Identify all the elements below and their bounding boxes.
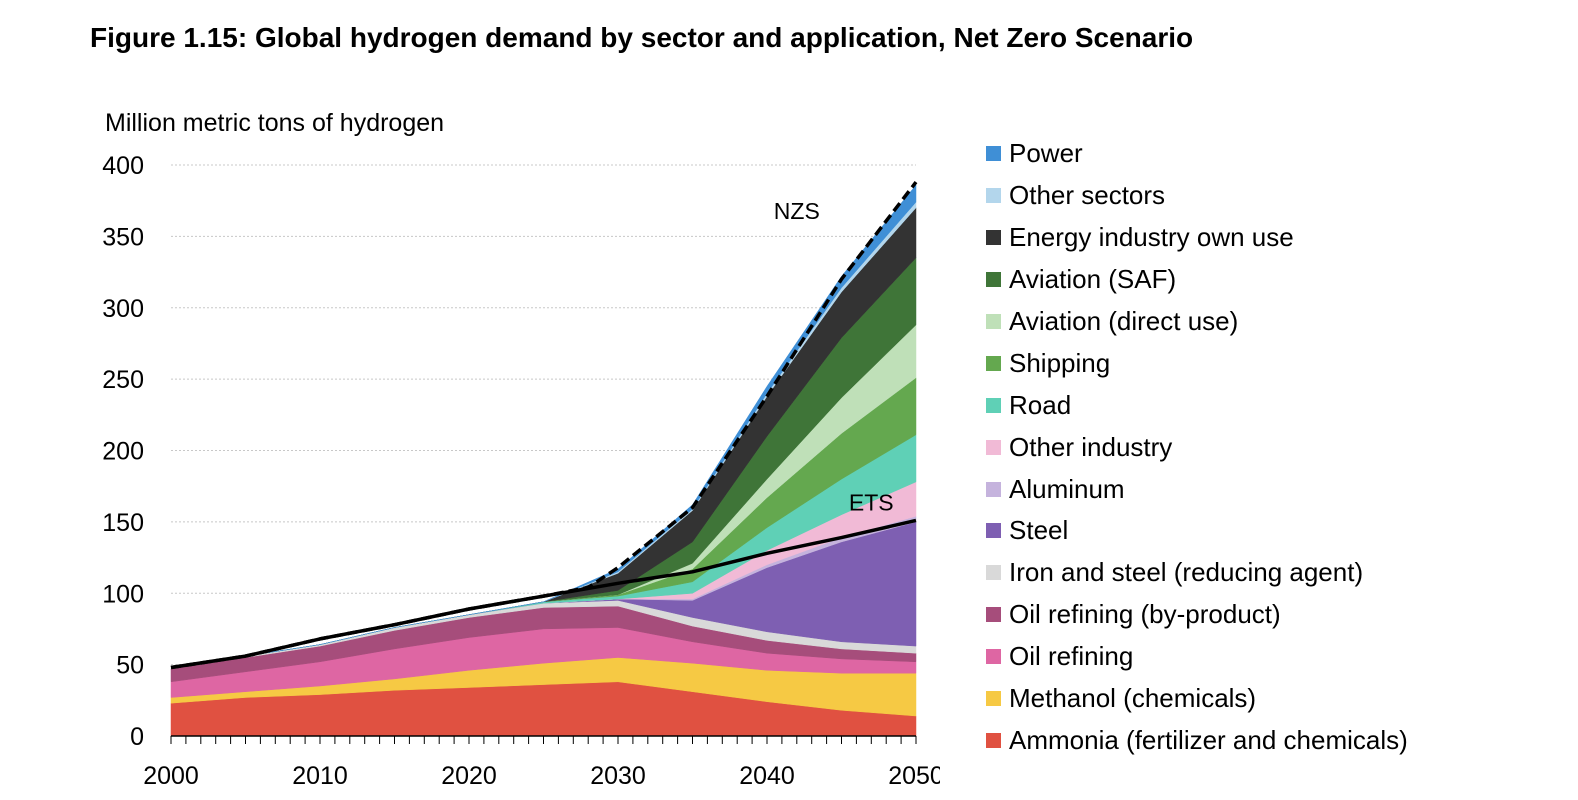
legend-item: Iron and steel (reducing agent) — [986, 552, 1408, 594]
legend-label: Aviation (direct use) — [1009, 306, 1239, 336]
legend-item: Aluminum — [986, 468, 1408, 510]
legend-swatch — [986, 732, 1001, 748]
legend-label: Oil refining (by-product) — [1009, 599, 1281, 630]
y-tick-label: 250 — [102, 366, 144, 394]
legend-item: Oil refining (by-product) — [986, 594, 1408, 636]
legend-label: Iron and steel (reducing agent) — [1009, 557, 1364, 588]
legend-item: Road — [986, 384, 1408, 426]
legend-swatch — [986, 272, 1001, 288]
legend: Power Other sectors Energy industry own us… — [986, 133, 1408, 761]
x-tick-label: 2010 — [292, 762, 348, 790]
annotation-nzs: NZS — [774, 198, 820, 224]
legend-label: Energy industry own use — [1009, 222, 1294, 253]
legend-swatch — [986, 523, 1001, 539]
chart-title: Figure 1.15: Global hydrogen demand by s… — [90, 22, 1194, 53]
x-tick-label: 2050 — [888, 762, 940, 790]
legend-item: Energy industry own use — [986, 217, 1408, 259]
legend-swatch — [986, 439, 1001, 455]
y-tick-label: 150 — [102, 509, 144, 537]
x-tick-label: 2020 — [441, 762, 497, 790]
area-power — [170, 184, 917, 668]
legend-label: Aviation (SAF) — [1009, 264, 1177, 295]
legend-item: Other sectors — [986, 175, 1408, 217]
legend-swatch — [986, 314, 1001, 329]
legend-swatch — [986, 188, 1001, 204]
legend-item: Methanol (chemicals) — [986, 678, 1408, 720]
annotation-ets: ETS — [849, 489, 894, 515]
x-tick-label: 2030 — [590, 762, 646, 790]
legend-swatch — [986, 397, 1001, 413]
axes: 0 50 100 150 200 250 300 350 400 2000 2010 2020 2030… — [102, 152, 940, 790]
y-axis-label: Million metric tons of hydrogen — [105, 109, 444, 137]
legend-item: Oil refining — [986, 636, 1408, 678]
y-tick-label: 350 — [102, 223, 144, 251]
x-tick-label: 2000 — [143, 762, 199, 790]
legend-label: Steel — [1009, 515, 1069, 546]
legend-label: Ammonia (fertilizer and chemicals) — [1009, 724, 1408, 755]
legend-label: Road — [1009, 389, 1072, 420]
y-tick-label: 100 — [102, 580, 144, 608]
legend-item: Steel — [986, 510, 1408, 552]
legend-swatch — [986, 691, 1001, 707]
legend-item: Aviation (direct use) — [986, 301, 1408, 343]
legend-label: Other sectors — [1009, 180, 1166, 211]
legend-label: Other industry — [1009, 431, 1173, 462]
legend-item: Other industry — [986, 426, 1408, 468]
legend-swatch — [986, 146, 1001, 162]
legend-swatch — [986, 565, 1001, 581]
y-tick-label: 0 — [130, 723, 144, 751]
legend-swatch — [986, 230, 1001, 246]
y-tick-label: 300 — [102, 295, 144, 323]
legend-swatch — [986, 607, 1001, 623]
y-tick-label: 200 — [102, 438, 144, 466]
legend-label: Shipping — [1009, 347, 1111, 378]
scenario-lines — [170, 181, 918, 670]
legend-label: Oil refining — [1009, 641, 1134, 672]
legend-label: Aluminum — [1009, 473, 1125, 504]
line-ets — [170, 518, 917, 670]
legend-label: Methanol (chemicals) — [1009, 683, 1257, 714]
legend-item: Aviation (SAF) — [986, 259, 1408, 301]
legend-item: Power — [986, 133, 1408, 175]
y-tick-label: 50 — [116, 652, 144, 680]
legend-label: Power — [1009, 138, 1083, 169]
legend-item: Ammonia (fertilizer and chemicals) — [986, 719, 1408, 761]
annotations: NZS ETS — [774, 198, 894, 515]
x-tick-label: 2040 — [739, 762, 795, 790]
chart-plot-area: 0 50 100 150 200 250 300 350 400 2000 2010 2020 2030… — [102, 109, 940, 790]
legend-swatch — [986, 355, 1001, 371]
legend-item: Shipping — [986, 342, 1408, 384]
y-tick-label: 400 — [102, 152, 144, 180]
legend-swatch — [986, 481, 1001, 497]
stacked-areas — [170, 184, 917, 737]
legend-swatch — [986, 649, 1001, 665]
